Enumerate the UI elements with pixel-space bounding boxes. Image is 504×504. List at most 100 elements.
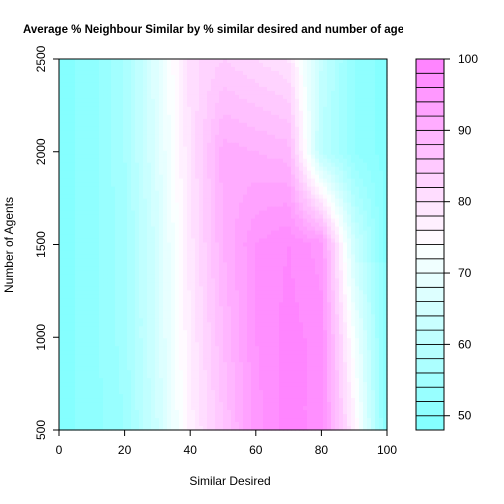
heatmap-cell (79, 298, 84, 303)
heatmap-cell (143, 238, 148, 244)
heatmap-cell (315, 62, 320, 68)
heatmap-cell (323, 134, 328, 140)
heatmap-cell (247, 214, 252, 220)
heatmap-cell (91, 230, 96, 236)
heatmap-cell (255, 122, 260, 128)
heatmap-cell (167, 102, 172, 108)
heatmap-cell (323, 110, 328, 116)
heatmap-cell (143, 262, 148, 268)
heatmap-cell (239, 186, 244, 192)
heatmap-cell (295, 254, 300, 260)
heatmap-cell (351, 86, 356, 92)
heatmap-cell (211, 214, 216, 220)
heatmap-cell (239, 194, 244, 200)
heatmap-cell (363, 59, 368, 64)
heatmap-cell (111, 122, 116, 128)
heatmap-cell (215, 214, 220, 220)
heatmap-cell (163, 106, 168, 112)
heatmap-cell (367, 70, 372, 76)
heatmap-cell (199, 154, 204, 160)
heatmap-cell (367, 142, 372, 148)
heatmap-cell (315, 278, 320, 283)
heatmap-cell (95, 154, 100, 160)
heatmap-cell (331, 110, 336, 116)
heatmap-cell (203, 290, 208, 295)
heatmap-cell (383, 86, 388, 92)
heatmap-cell (303, 106, 308, 112)
heatmap-cell (331, 226, 336, 232)
heatmap-cell (375, 210, 380, 216)
heatmap-cell (123, 242, 128, 248)
heatmap-cell (123, 130, 128, 136)
heatmap-cell (259, 166, 264, 172)
heatmap-cell (207, 178, 212, 184)
heatmap-cell (167, 258, 172, 264)
heatmap-cell (243, 98, 248, 104)
heatmap-cell (239, 102, 244, 108)
heatmap-cell (355, 118, 360, 124)
heatmap-cell (251, 70, 256, 76)
heatmap-cell (267, 59, 272, 64)
heatmap-cell (327, 214, 332, 220)
heatmap-cell (147, 250, 152, 256)
heatmap-cell (275, 162, 280, 168)
heatmap-cell (183, 274, 188, 280)
heatmap-cell (163, 234, 168, 240)
heatmap-cell (67, 242, 72, 248)
heatmap-cell (335, 114, 340, 120)
heatmap-cell (371, 114, 376, 120)
heatmap-cell (231, 90, 236, 96)
heatmap-cell (367, 198, 372, 204)
heatmap-cell (215, 226, 220, 232)
heatmap-cell (363, 254, 368, 260)
heatmap-cell (155, 218, 160, 224)
heatmap-cell (83, 254, 88, 260)
heatmap-cell (207, 230, 212, 236)
heatmap-cell (195, 282, 200, 287)
heatmap-cell (327, 266, 332, 272)
heatmap-cell (315, 294, 320, 299)
heatmap-cell (131, 206, 136, 212)
heatmap-cell (243, 150, 248, 156)
heatmap-cell (99, 59, 104, 64)
heatmap-cell (239, 250, 244, 256)
heatmap-cell (75, 190, 80, 196)
heatmap-cell (87, 110, 92, 116)
heatmap-cell (295, 142, 300, 148)
heatmap-cell (103, 194, 108, 200)
heatmap-cell (111, 118, 116, 124)
heatmap-cell (299, 62, 304, 68)
heatmap-cell (243, 294, 248, 299)
heatmap-cell (147, 150, 152, 156)
heatmap-cell (79, 150, 84, 156)
heatmap-cell (223, 258, 228, 264)
heatmap-cell (319, 218, 324, 224)
heatmap-cell (303, 134, 308, 140)
heatmap-cell (227, 138, 232, 144)
heatmap-cell (91, 62, 96, 68)
heatmap-cell (99, 142, 104, 148)
heatmap-cell (139, 134, 144, 140)
heatmap-cell (287, 126, 292, 132)
heatmap-cell (175, 294, 180, 299)
heatmap-cell (91, 166, 96, 172)
heatmap-cell (123, 146, 128, 152)
heatmap-cell (127, 238, 132, 244)
heatmap-cell (371, 254, 376, 260)
heatmap-cell (239, 158, 244, 164)
heatmap-cell (135, 258, 140, 264)
heatmap-cell (359, 266, 364, 272)
heatmap-cell (231, 198, 236, 204)
heatmap-cell (291, 59, 296, 64)
heatmap-cell (59, 210, 64, 216)
heatmap-cell (367, 158, 372, 164)
heatmap-cell (243, 158, 248, 164)
heatmap-cell (139, 158, 144, 164)
heatmap-cell (155, 70, 160, 76)
heatmap-cell (187, 274, 192, 280)
heatmap-cell (179, 70, 184, 76)
heatmap-cell (315, 90, 320, 96)
heatmap-cell (275, 294, 280, 299)
heatmap-cell (239, 166, 244, 172)
heatmap-cell (287, 290, 292, 295)
